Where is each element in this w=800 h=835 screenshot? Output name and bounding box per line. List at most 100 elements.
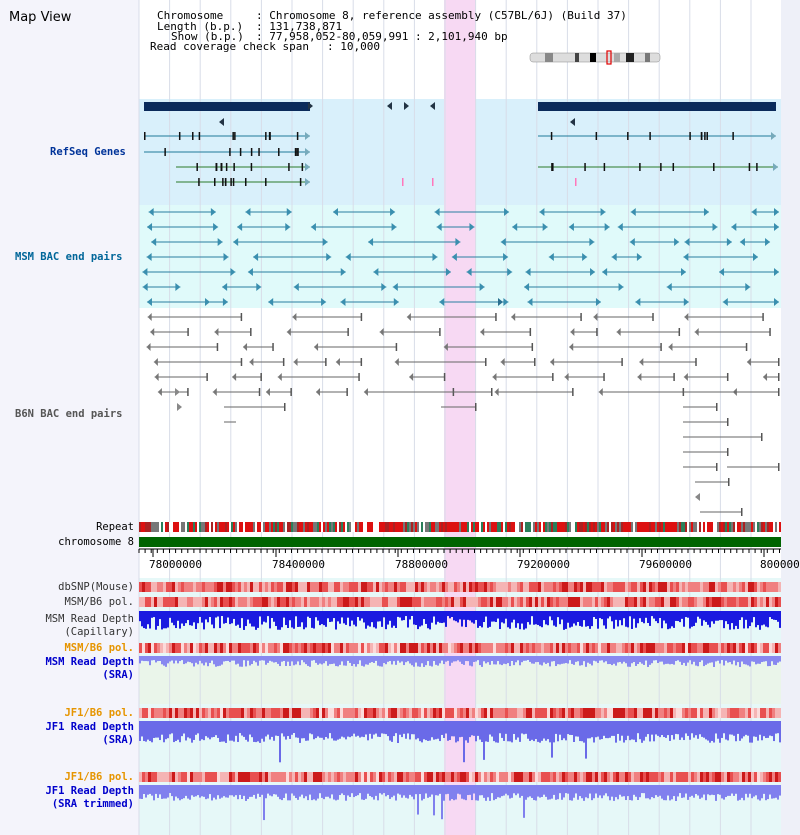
read-depth-bar: [145, 785, 147, 798]
transcript-arrow: [773, 163, 778, 171]
read-depth-bar: [755, 611, 757, 628]
read-depth-bar: [689, 785, 691, 797]
b6n-bac-label[interactable]: B6N BAC end pairs: [15, 408, 123, 420]
polymorphism-cell: [196, 582, 199, 592]
read-depth-bar: [303, 656, 305, 663]
read-depth-bar: [151, 611, 153, 618]
repeat-segment: [593, 522, 595, 532]
polymorphism-cell: [691, 772, 694, 782]
read-depth-bar: [731, 611, 733, 624]
polymorphism-cell: [640, 708, 643, 718]
read-depth-bar: [775, 611, 777, 621]
read-depth-bar: [369, 611, 371, 627]
read-depth-bar: [621, 656, 623, 664]
read-depth-bar: [411, 785, 413, 797]
read-depth-bar: [507, 721, 509, 742]
read-depth-bar: [357, 611, 359, 618]
read-depth-bar: [475, 785, 477, 801]
polymorphism-cell: [181, 708, 184, 718]
read-depth-bar: [257, 611, 259, 628]
polymorphism-cell: [448, 582, 451, 592]
read-depth-bar: [429, 785, 431, 797]
read-depth-bar: [759, 656, 761, 664]
polymorphism-cell: [520, 582, 523, 592]
bac-end: [629, 238, 635, 246]
read-depth-bar: [387, 785, 389, 796]
repeat-segment: [523, 522, 525, 532]
polymorphism-cell: [445, 582, 448, 592]
jf1-depth-label[interactable]: JF1 Read Depth: [45, 721, 134, 733]
msm-depth-sra-label[interactable]: MSM Read Depth: [45, 656, 134, 668]
polymorphism-cell: [355, 772, 358, 782]
jf1-b6-pol-label[interactable]: JF1/B6 pol.: [64, 707, 134, 719]
refseq-genes-label[interactable]: RefSeq Genes: [50, 146, 126, 158]
polymorphism-cell: [355, 708, 358, 718]
read-depth-bar: [713, 785, 715, 796]
read-depth-bar: [177, 721, 179, 740]
polymorphism-cell: [586, 582, 589, 592]
read-depth-bar: [375, 611, 377, 629]
bac-end: [142, 268, 148, 276]
read-depth-bar: [339, 611, 341, 624]
repeat-segment: [719, 522, 721, 532]
polymorphism-cell: [529, 772, 532, 782]
polymorphism-cell: [649, 772, 652, 782]
msm-bac-label[interactable]: MSM BAC end pairs: [15, 251, 123, 263]
read-depth-bar: [651, 656, 653, 664]
read-depth-bar: [295, 785, 297, 799]
polymorphism-cell: [343, 772, 346, 782]
read-depth-bar: [175, 785, 177, 797]
polymorphism-cell: [763, 597, 766, 607]
repeat-segment: [739, 522, 741, 532]
read-depth-bar: [483, 611, 485, 623]
read-depth-bar: [557, 656, 559, 665]
read-depth-bar: [501, 721, 503, 738]
msm-depth-capillary-label[interactable]: MSM Read Depth: [45, 613, 134, 625]
read-depth-bar: [551, 611, 553, 621]
read-depth-bar: [375, 785, 377, 796]
read-depth-bar: [539, 656, 541, 665]
repeat-segment: [231, 522, 233, 532]
read-depth-bar: [697, 611, 699, 617]
read-depth-bar: [757, 656, 759, 664]
read-depth-bar: [509, 656, 511, 667]
polymorphism-cell: [361, 582, 364, 592]
polymorphism-cell: [481, 708, 484, 718]
msm-b6-pol-sra-label[interactable]: MSM/B6 pol.: [64, 642, 134, 654]
bac-end: [500, 358, 505, 366]
read-depth-bar: [625, 721, 627, 741]
read-depth-bar: [691, 785, 693, 796]
repeat-segment: [259, 522, 261, 532]
polymorphism-cell: [766, 772, 769, 782]
bac-end: [778, 373, 780, 381]
polymorphism-cell: [589, 772, 592, 782]
read-depth-bar: [559, 611, 561, 625]
polymorphism-cell: [403, 708, 406, 718]
read-depth-bar: [653, 785, 655, 799]
polymorphism-cell: [316, 582, 319, 592]
repeat-segment: [497, 522, 499, 532]
bac-end: [534, 358, 536, 366]
dbsnp-label[interactable]: dbSNP(Mouse): [58, 581, 134, 593]
read-depth-bar: [573, 656, 575, 665]
jf1-b6-pol-trim-label[interactable]: JF1/B6 pol.: [64, 771, 134, 783]
read-depth-bar: [191, 721, 193, 743]
polymorphism-cell: [523, 772, 526, 782]
read-depth-bar: [503, 611, 505, 624]
msm-b6-pol-label[interactable]: MSM/B6 pol.: [64, 596, 134, 608]
bac-end: [652, 313, 654, 321]
exon: [258, 148, 260, 156]
polymorphism-cell: [247, 643, 250, 653]
polymorphism-cell: [322, 582, 325, 592]
read-depth-bar: [455, 721, 457, 743]
polymorphism-cell: [730, 582, 733, 592]
polymorphism-cell: [442, 582, 445, 592]
read-depth-bar: [319, 785, 321, 794]
jf1-depth-trim-label[interactable]: JF1 Read Depth: [45, 785, 134, 797]
polymorphism-cell: [610, 582, 613, 592]
polymorphism-cell: [223, 597, 226, 607]
read-depth-bar: [243, 611, 245, 630]
polymorphism-cell: [634, 597, 637, 607]
polymorphism-cell: [253, 597, 256, 607]
